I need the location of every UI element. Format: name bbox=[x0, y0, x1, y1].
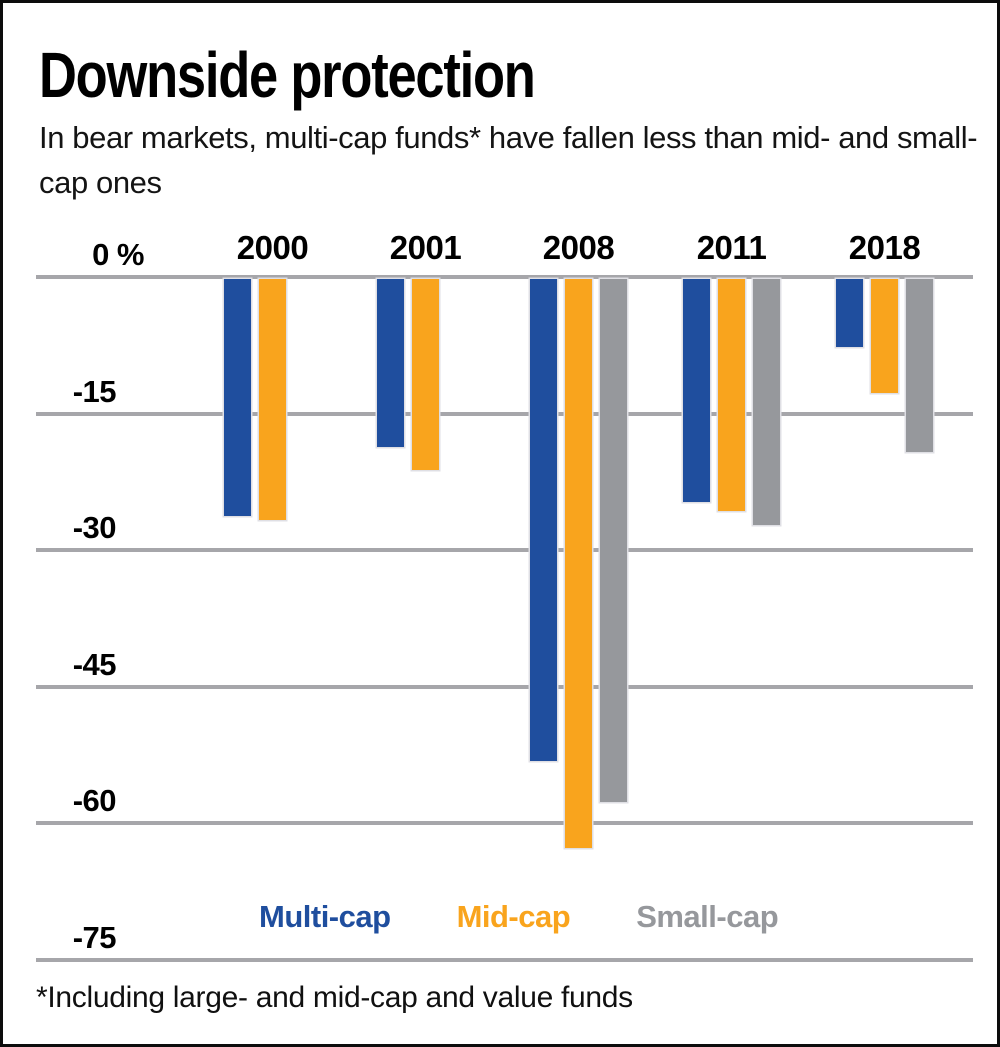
gridline--15 bbox=[36, 411, 973, 416]
bar-small-cap-2018 bbox=[906, 279, 933, 452]
bar-mid-cap-2000 bbox=[259, 279, 286, 521]
legend-item-small-cap: Small-cap bbox=[636, 899, 779, 934]
chart-footnote: *Including large- and mid-cap and value … bbox=[36, 981, 633, 1014]
legend-item-mid-cap: Mid-cap bbox=[456, 899, 571, 934]
bar-small-cap-2008 bbox=[600, 279, 627, 803]
gridline--75 bbox=[36, 957, 973, 962]
x-axis-label-2008: 2008 bbox=[542, 229, 615, 266]
y-axis-tick-label-0: 0 % bbox=[92, 237, 144, 272]
chart-subtitle: In bear markets, multi-cap funds* have f… bbox=[39, 120, 978, 200]
bar-multi-cap-2008 bbox=[530, 279, 557, 762]
gridline--60 bbox=[36, 821, 973, 825]
chart-title: Downside protection bbox=[39, 39, 536, 111]
bar-multi-cap-2011 bbox=[683, 279, 710, 502]
y-axis-tick-label--60: -60 bbox=[72, 783, 117, 818]
bar-mid-cap-2018 bbox=[871, 279, 898, 393]
gridline-0 bbox=[36, 275, 973, 279]
y-axis-tick-label--45: -45 bbox=[72, 646, 117, 682]
bar-multi-cap-2000 bbox=[224, 279, 251, 516]
x-axis-label-2001: 2001 bbox=[389, 229, 462, 266]
legend: Multi-cap Mid-cap Small-cap bbox=[259, 899, 779, 935]
bar-mid-cap-2001 bbox=[412, 279, 439, 471]
bar-mid-cap-2011 bbox=[718, 279, 745, 512]
x-axis-label-2018: 2018 bbox=[848, 229, 921, 266]
y-axis-tick-label--15: -15 bbox=[72, 373, 117, 409]
plot-area: 0 % -15 -30 -45 -60 -75 2000 2001 2008 2011 2018 bbox=[3, 3, 997, 1044]
gridline--45 bbox=[36, 684, 973, 689]
bar-small-cap-2011 bbox=[753, 279, 780, 525]
y-axis-tick-label--75: -75 bbox=[72, 919, 117, 955]
bar-mid-cap-2008 bbox=[565, 279, 592, 848]
x-axis-label-2011: 2011 bbox=[696, 229, 767, 266]
legend-item-multi-cap: Multi-cap bbox=[259, 899, 391, 934]
bar-multi-cap-2018 bbox=[836, 279, 863, 348]
gridline--30 bbox=[36, 548, 973, 552]
y-axis-tick-label--30: -30 bbox=[72, 510, 117, 545]
x-axis-label-2000: 2000 bbox=[236, 229, 309, 266]
bar-multi-cap-2001 bbox=[377, 279, 404, 448]
